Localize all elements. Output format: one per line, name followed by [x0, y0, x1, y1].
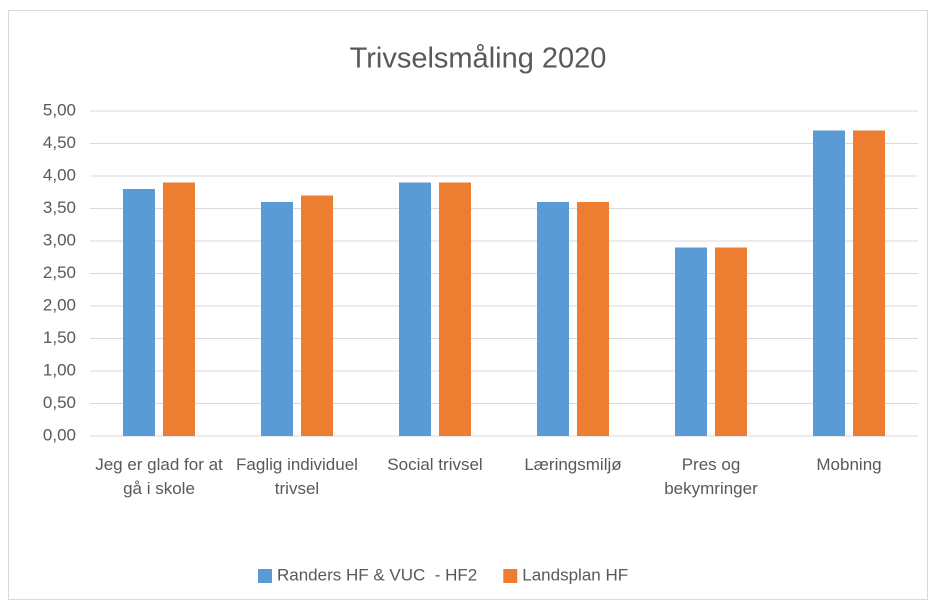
bar — [399, 182, 431, 436]
bar — [577, 202, 609, 436]
y-tick-label: 2,00 — [43, 295, 76, 314]
bar — [675, 247, 707, 436]
y-tick-label: 0,50 — [43, 393, 76, 412]
bar — [261, 202, 293, 436]
y-tick-label: 3,50 — [43, 198, 76, 217]
legend-swatch — [258, 569, 272, 583]
y-tick-label: 5,00 — [43, 100, 76, 119]
y-tick-label: 2,50 — [43, 263, 76, 282]
y-tick-label: 4,00 — [43, 165, 76, 184]
legend-label: Randers HF & VUC - HF2 — [277, 565, 477, 584]
y-tick-label: 1,00 — [43, 360, 76, 379]
bar — [123, 189, 155, 436]
x-tick-label: Jeg er glad for at gå i skole — [95, 455, 223, 498]
bar — [813, 130, 845, 436]
x-tick-label: Social trivsel — [387, 455, 482, 474]
bar — [537, 202, 569, 436]
x-tick-label: Læringsmiljø — [524, 455, 621, 474]
bar — [853, 130, 885, 436]
y-tick-label: 0,00 — [43, 425, 76, 444]
x-tick-label: Faglig individuel trivsel — [236, 455, 358, 498]
chart-title: Trivselsmåling 2020 — [350, 43, 607, 75]
y-tick-label: 3,00 — [43, 230, 76, 249]
y-tick-label: 1,50 — [43, 328, 76, 347]
legend-label: Landsplan HF — [522, 565, 628, 584]
bar — [301, 195, 333, 436]
x-tick-label: Pres og bekymringer — [664, 455, 758, 498]
x-tick-label: Mobning — [816, 455, 881, 474]
legend-swatch — [503, 569, 518, 583]
bar — [715, 247, 747, 436]
bar — [163, 182, 195, 436]
bar — [439, 182, 471, 436]
y-tick-label: 4,50 — [43, 133, 76, 152]
